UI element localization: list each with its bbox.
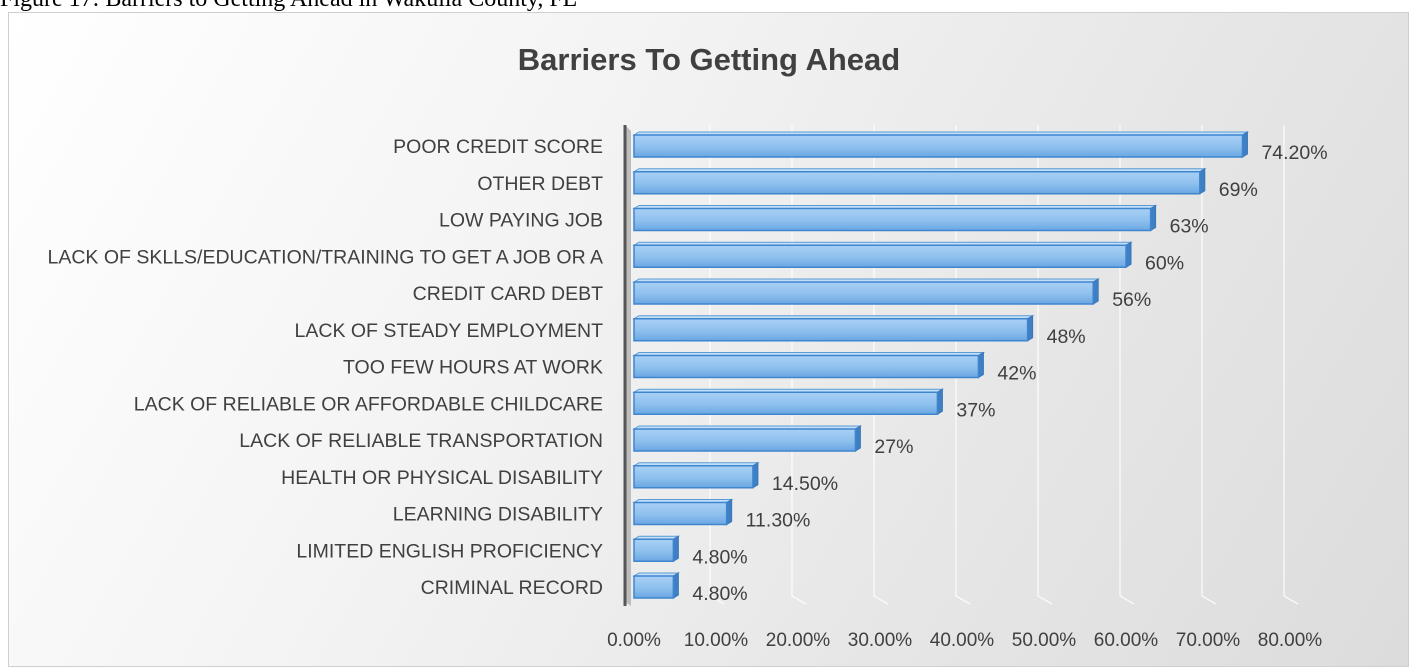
x-tick-label: 50.00% xyxy=(1012,630,1077,651)
bar xyxy=(633,538,675,562)
bar xyxy=(633,575,675,599)
x-tick-label: 40.00% xyxy=(930,630,995,651)
bar-side-face xyxy=(752,461,759,489)
data-label: 60% xyxy=(1145,252,1184,274)
category-label: LACK OF RELIABLE TRANSPORTATION xyxy=(239,430,603,452)
data-label: 56% xyxy=(1112,289,1151,311)
bar-group xyxy=(632,278,1101,305)
data-label: 4.80% xyxy=(692,546,747,568)
gridline xyxy=(1201,125,1217,605)
category-label: LACK OF SKLLS/EDUCATION/TRAINING TO GET … xyxy=(47,246,603,268)
bar xyxy=(633,134,1244,158)
category-label: LACK OF STEADY EMPLOYMENT xyxy=(295,320,604,342)
x-tick-label: 30.00% xyxy=(848,630,913,651)
bar xyxy=(633,354,980,379)
bar xyxy=(633,501,728,526)
data-label: 4.80% xyxy=(692,583,747,605)
bar xyxy=(633,391,939,415)
bar-group xyxy=(632,241,1133,269)
bar-group xyxy=(632,498,734,526)
gridline xyxy=(1283,125,1299,605)
gridline xyxy=(1119,125,1135,605)
bar-group xyxy=(632,351,986,379)
bar-group xyxy=(632,535,681,563)
bar-group xyxy=(632,314,1035,342)
data-label: 48% xyxy=(1047,326,1086,348)
bar-group xyxy=(632,204,1158,232)
x-tick-label: 10.00% xyxy=(684,630,749,651)
bar xyxy=(633,244,1127,268)
gridline xyxy=(1037,125,1053,605)
data-label: 27% xyxy=(874,436,913,458)
bar xyxy=(633,318,1029,342)
category-label: LOW PAYING JOB xyxy=(439,210,603,232)
bar xyxy=(633,465,754,489)
category-label: HEALTH OR PHYSICAL DISABILITY xyxy=(281,467,603,489)
data-label: 11.30% xyxy=(746,510,811,532)
bar-group xyxy=(632,425,863,452)
bar-group xyxy=(632,461,760,489)
data-label: 63% xyxy=(1170,216,1209,238)
chart-title: Barriers To Getting Ahead xyxy=(518,42,900,77)
category-label: POOR CREDIT SCORE xyxy=(393,136,603,158)
bar xyxy=(633,207,1152,232)
x-tick-label: 70.00% xyxy=(1176,630,1241,651)
bar-side-face xyxy=(936,388,943,416)
data-label: 37% xyxy=(956,399,995,421)
data-label: 69% xyxy=(1219,179,1258,201)
bar xyxy=(633,281,1094,305)
bar-group xyxy=(632,131,1250,158)
bar-group xyxy=(632,388,945,416)
category-label: OTHER DEBT xyxy=(477,173,603,195)
category-label: CRIMINAL RECORD xyxy=(421,577,603,599)
x-tick-label: 20.00% xyxy=(766,630,831,651)
x-tick-label: 0.00% xyxy=(607,630,661,651)
bar-side-face xyxy=(1199,167,1206,195)
figure-caption: Figure 17: Barriers to Getting Ahead in … xyxy=(0,0,577,13)
x-tick-label: 60.00% xyxy=(1094,630,1159,651)
category-label: LIMITED ENGLISH PROFICIENCY xyxy=(296,540,603,562)
x-tick-label: 80.00% xyxy=(1258,630,1323,651)
data-label: 14.50% xyxy=(772,473,838,495)
bar-side-face xyxy=(977,351,984,379)
category-label: TOO FEW HOURS AT WORK xyxy=(343,357,603,379)
bar xyxy=(633,171,1201,195)
bar-side-face xyxy=(854,425,861,452)
data-label: 74.20% xyxy=(1261,142,1327,164)
bar-group xyxy=(632,572,681,599)
category-label: LEARNING DISABILITY xyxy=(393,504,603,526)
data-label: 42% xyxy=(997,363,1036,385)
bar-group xyxy=(632,167,1207,195)
category-label: LACK OF RELIABLE OR AFFORDABLE CHILDCARE xyxy=(134,393,603,415)
category-label: CREDIT CARD DEBT xyxy=(413,283,603,305)
bar xyxy=(633,428,857,452)
